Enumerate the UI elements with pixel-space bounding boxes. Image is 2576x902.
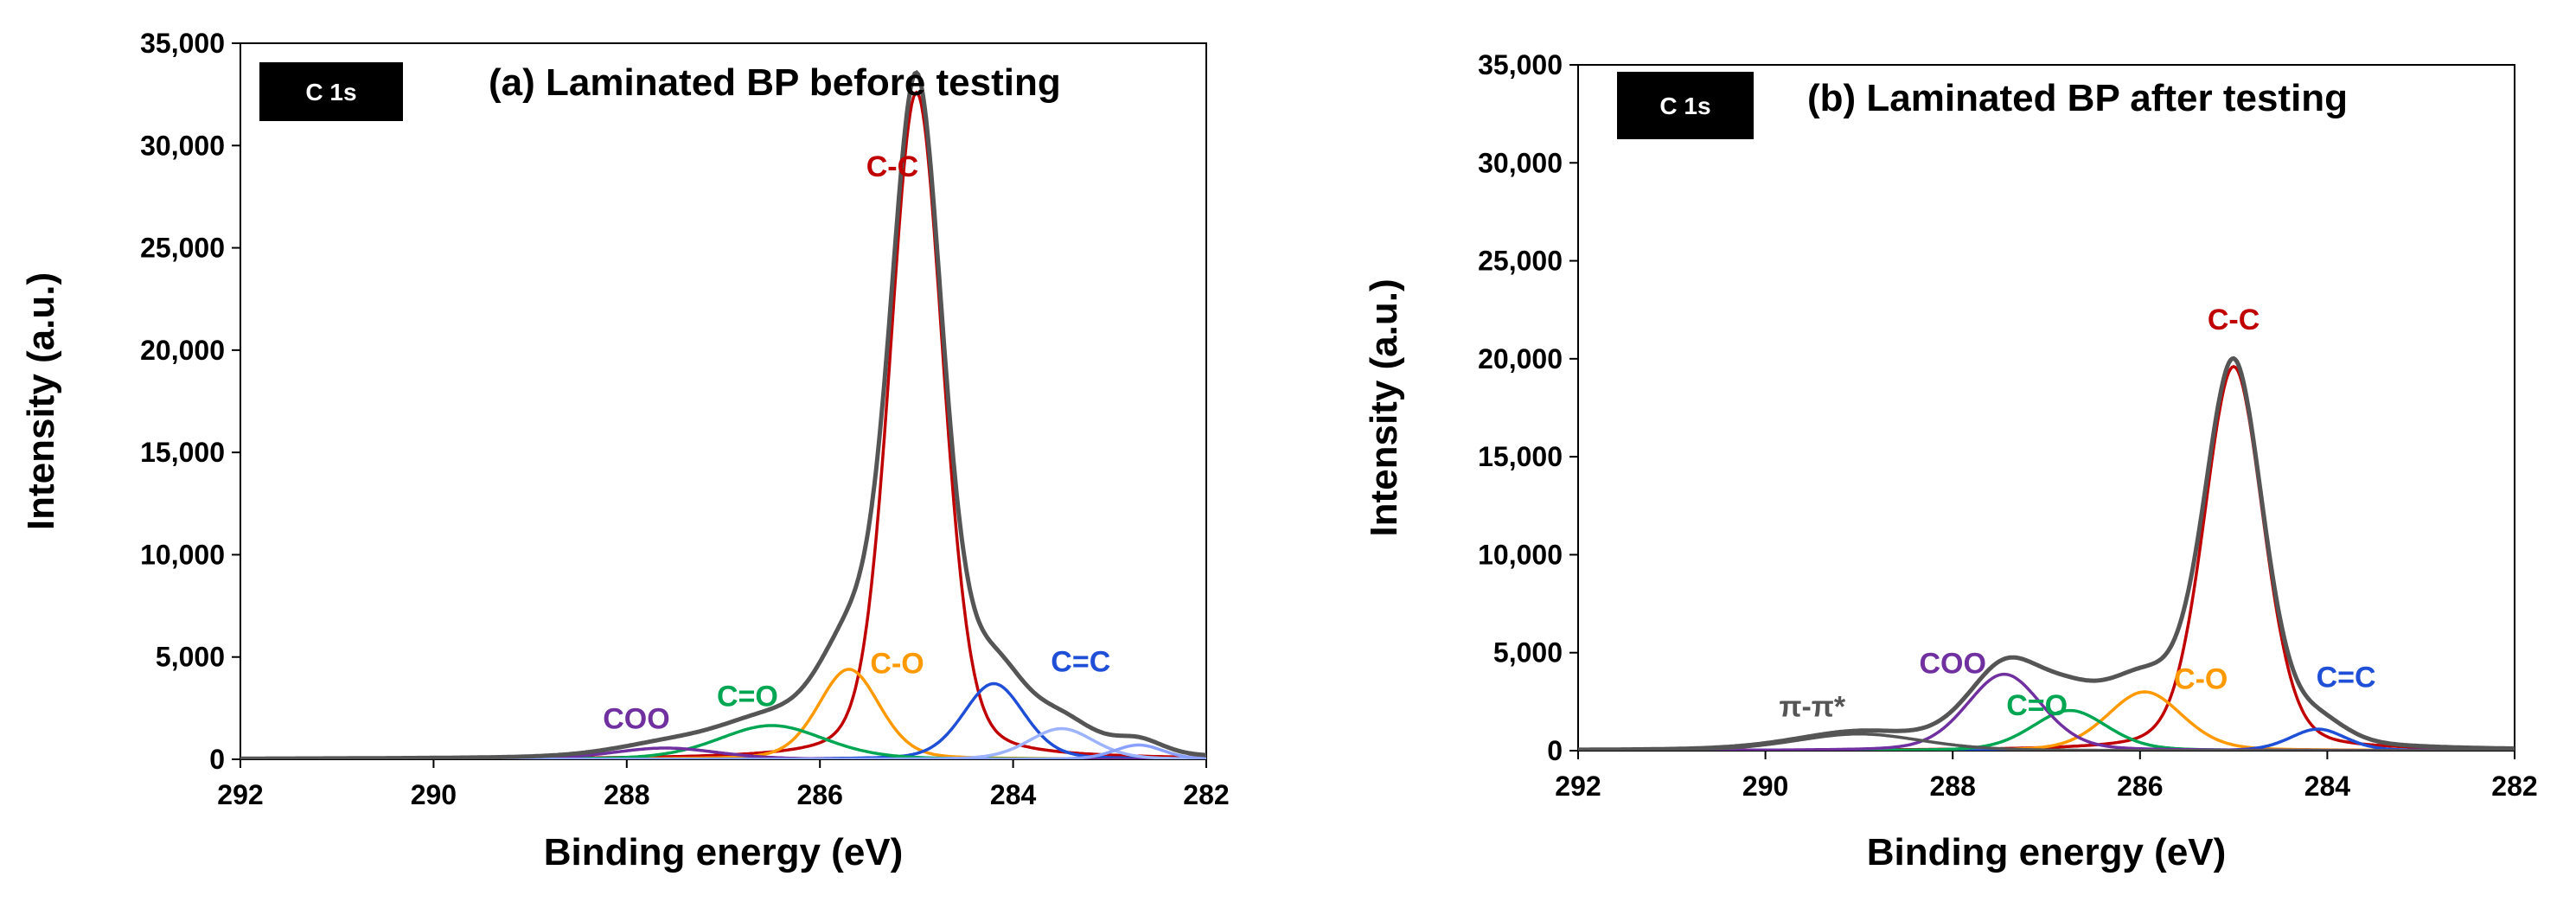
y-tick-label: 30,000: [1478, 147, 1563, 178]
x-tick-label: 290: [1742, 771, 1788, 802]
plot-frame: [1577, 64, 2515, 752]
peak-annotation: π-π*: [1779, 690, 1845, 723]
peak-annotation: COO: [1919, 648, 1985, 681]
y-tick-label: 10,000: [1478, 539, 1563, 570]
x-tick-label: 288: [1930, 771, 1976, 802]
x-tick-label: 286: [797, 779, 843, 810]
y-tick-label: 20,000: [1478, 343, 1563, 374]
x-tick-label: 284: [2304, 771, 2351, 802]
x-tick-label: 292: [1555, 771, 1601, 802]
curves-group: [1578, 355, 2515, 751]
y-tick-label: 30,000: [140, 130, 225, 161]
badge-label: C 1s: [305, 79, 356, 106]
peak-annotation: C-O: [2174, 663, 2228, 696]
chart-panel-b: 0 5,000 10,000 15,000 20,000 25,000 30,000 35,0…: [1363, 49, 2538, 873]
y-tick-label: 15,000: [1478, 441, 1563, 472]
x-tick-label: 282: [1183, 779, 1229, 810]
x-tick-label: 290: [411, 779, 457, 810]
y-tick-label: 0: [209, 744, 225, 775]
peak-annotation: C=O: [717, 680, 778, 713]
curves-group: [240, 70, 1206, 759]
panel-title: (b) Laminated BP after testing: [1807, 77, 2348, 119]
x-tick-label: 288: [604, 779, 649, 810]
peak-annotation: C=C: [2317, 661, 2376, 694]
y-axis-title: Intensity (a.u.): [1363, 278, 1405, 536]
envelope-curve: [240, 70, 1206, 759]
peak-annotation: COO: [603, 703, 669, 736]
peak-annotation: C-O: [870, 648, 924, 681]
y-tick-label: 15,000: [140, 437, 225, 468]
x-tick-label: 282: [2491, 771, 2537, 802]
x-tick-label: 292: [217, 779, 263, 810]
x-axis-title: Binding energy (eV): [1867, 831, 2227, 873]
peak-annotation: C=C: [1051, 645, 1110, 678]
envelope-curve: [1578, 355, 2515, 751]
peak-curve-component-6: [240, 743, 1206, 759]
badge-label: C 1s: [1659, 93, 1710, 119]
y-tick-label: 25,000: [1478, 246, 1563, 277]
y-tick-label: 35,000: [1478, 49, 1563, 80]
y-axis-title: Intensity (a.u.): [20, 272, 62, 530]
peak-annotation: C=O: [2006, 689, 2068, 722]
badge-box: [1617, 72, 1754, 139]
badge-box: [259, 62, 403, 121]
peak-annotation: C-C: [866, 150, 918, 183]
x-axis-title: Binding energy (eV): [544, 831, 904, 873]
x-tick-label: 286: [2117, 771, 2163, 802]
y-tick-label: 25,000: [140, 233, 225, 264]
y-tick-label: 5,000: [1493, 637, 1563, 669]
y-tick-label: 5,000: [156, 642, 225, 673]
panel-title: (a) Laminated BP before testing: [489, 61, 1061, 104]
chart-panel-a: 0 5,000 10,000 15,000 20,000 25,000 30,000 35,0…: [20, 28, 1230, 873]
y-tick-label: 0: [1547, 735, 1563, 766]
x-tick-label: 284: [990, 779, 1037, 810]
peak-annotation: C-C: [2208, 304, 2260, 336]
y-tick-label: 20,000: [140, 335, 225, 366]
y-tick-label: 10,000: [140, 539, 225, 570]
y-tick-label: 35,000: [140, 28, 225, 59]
